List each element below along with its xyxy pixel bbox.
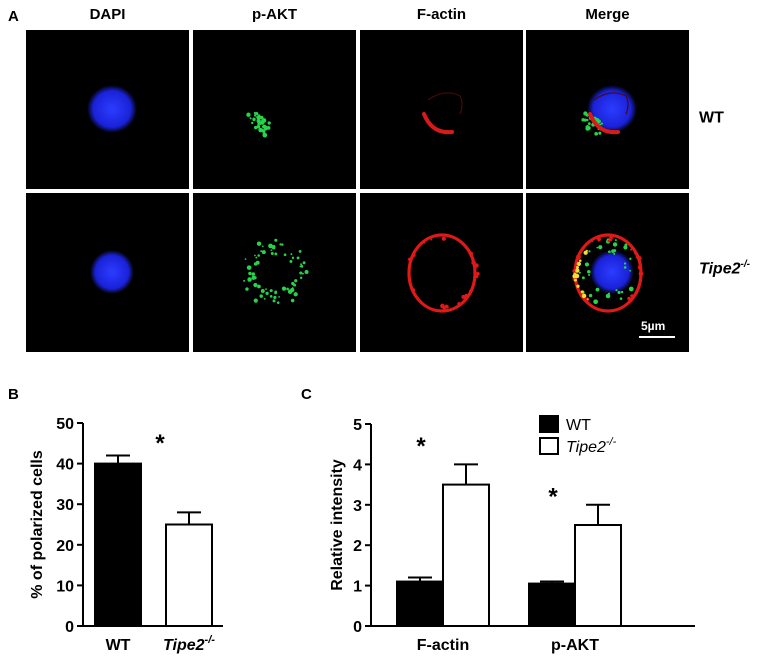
y-tick-label: 40 — [56, 457, 74, 474]
column-header-factin: F-actin — [416, 6, 467, 23]
significance-star: * — [416, 433, 426, 460]
y-tick-label: 4 — [353, 457, 362, 474]
micrograph-wt-dapi — [26, 30, 189, 189]
y-tick-label: 1 — [353, 579, 362, 596]
legend-label: WT — [566, 417, 591, 434]
column-header-dapi: DAPI — [89, 6, 126, 23]
bar-wt-0 — [396, 580, 444, 627]
x-tick-label: p-AKT — [551, 637, 599, 654]
y-tick-label: 10 — [56, 578, 74, 595]
y-tick-label: 3 — [353, 498, 362, 515]
column-header-merge: Merge — [585, 6, 630, 23]
micrograph-tipe2-pakt — [193, 193, 356, 352]
bar-tipe2-1 — [574, 524, 622, 627]
micrograph-tipe2-dapi — [26, 193, 189, 352]
bar-1 — [165, 523, 213, 627]
y-axis-label: % of polarized cells — [29, 450, 46, 599]
y-tick-label: 0 — [65, 619, 74, 636]
y-axis-label: Relative intensity — [329, 459, 346, 591]
row-label-wt: WT — [699, 109, 724, 127]
legend-label: Tipe2-/- — [566, 436, 617, 456]
scale-bar-label: 5µm — [641, 319, 666, 333]
legend-swatch — [539, 437, 559, 455]
panel-label-c: C — [301, 386, 312, 403]
y-tick-label: 30 — [56, 497, 74, 514]
bar-wt-1 — [528, 582, 576, 627]
y-tick-label: 5 — [353, 417, 362, 434]
polarized-cells-chart: 0 10 20 30 40 50 % of polarized cells WT Tipe2-/… — [28, 400, 233, 657]
significance-star: * — [548, 484, 558, 511]
bar-0 — [94, 462, 142, 627]
panel-label-a: A — [8, 8, 19, 25]
chart-svg: 0 1 2 3 4 5 Relative intensity F-actin p-AKT WT Ti… — [329, 415, 695, 654]
x-tick-label: WT — [106, 637, 131, 654]
micrograph-tipe2-merge: 5µm — [526, 193, 689, 352]
y-tick-label: 20 — [56, 538, 74, 555]
significance-star: * — [155, 430, 165, 457]
scale-bar — [639, 336, 675, 338]
panel-label-b: B — [8, 386, 19, 403]
micrograph-wt-pakt — [193, 30, 356, 189]
x-tick-label: F-actin — [417, 637, 469, 654]
y-tick-label: 0 — [353, 619, 362, 636]
micrograph-wt-merge — [526, 30, 689, 189]
relative-intensity-chart: 0 1 2 3 4 5 Relative intensity F-actin p-AKT WT Ti… — [320, 380, 720, 657]
micrograph-wt-factin — [360, 30, 523, 189]
micrograph-tipe2-factin — [360, 193, 523, 352]
legend-swatch — [539, 415, 559, 433]
bar-tipe2-0 — [442, 483, 490, 627]
x-tick-label: Tipe2-/- — [163, 634, 215, 654]
y-tick-label: 2 — [353, 538, 362, 555]
column-header-pakt: p-AKT — [252, 6, 297, 23]
chart-svg: 0 10 20 30 40 50 % of polarized cells WT Tipe2-/… — [29, 416, 223, 654]
y-tick-label: 50 — [56, 416, 74, 433]
row-label-tipe2: Tipe2-/- — [699, 259, 750, 278]
